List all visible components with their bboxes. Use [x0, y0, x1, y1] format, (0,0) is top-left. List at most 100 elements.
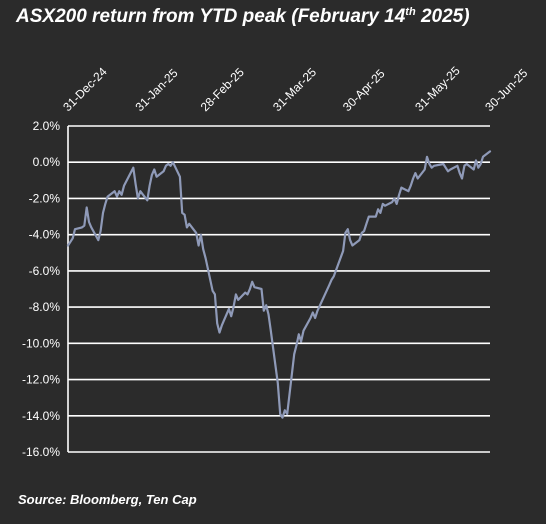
series-layer	[66, 150, 492, 419]
data-point	[430, 166, 433, 169]
data-point	[363, 230, 365, 232]
data-point	[361, 232, 363, 234]
data-point	[228, 308, 230, 310]
y-axis-tick-labels: 2.0% 0.0% -2.0% -4.0% -6.0% -8.0% -10.0% -12.0%…	[22, 119, 60, 459]
data-point	[204, 257, 207, 260]
y-tick-label: -8.0%	[29, 300, 61, 314]
data-point	[148, 185, 151, 187]
data-point	[81, 226, 83, 229]
data-point	[102, 212, 104, 214]
y-tick-label: -10.0%	[22, 336, 60, 350]
data-point	[151, 174, 153, 176]
data-point	[412, 177, 414, 180]
data-point	[260, 288, 263, 290]
data-point	[267, 313, 270, 316]
data-point	[407, 190, 410, 192]
data-point	[279, 413, 282, 415]
data-point	[249, 288, 251, 290]
data-point	[197, 244, 200, 247]
data-point	[244, 291, 246, 294]
data-point	[181, 212, 183, 214]
data-point	[74, 228, 76, 230]
data-point	[286, 413, 289, 415]
data-point	[162, 170, 165, 173]
data-point	[253, 286, 256, 289]
data-point	[426, 156, 428, 158]
data-point	[281, 416, 284, 419]
data-point	[120, 194, 123, 196]
data-point	[123, 185, 125, 187]
data-point	[202, 248, 204, 250]
y-tick-label: -12.0%	[22, 373, 60, 387]
data-point	[134, 183, 137, 185]
data-point	[377, 208, 379, 211]
data-point	[139, 190, 142, 192]
data-point	[428, 163, 431, 165]
data-point	[186, 226, 188, 229]
data-point	[167, 163, 170, 165]
data-point	[458, 172, 461, 174]
data-point	[347, 228, 349, 230]
data-point	[449, 168, 452, 171]
data-point	[465, 163, 468, 165]
data-point	[298, 333, 300, 336]
data-point	[358, 239, 361, 241]
data-point	[97, 239, 100, 241]
data-point	[302, 329, 305, 332]
data-point	[169, 165, 172, 167]
data-point	[344, 232, 347, 234]
data-point	[409, 185, 412, 187]
x-tick-label: 31-Dec-24	[60, 64, 110, 114]
y-tick-label: -16.0%	[22, 445, 60, 459]
data-point	[444, 166, 447, 169]
data-point	[230, 315, 232, 318]
data-point	[351, 244, 354, 247]
data-point	[106, 195, 109, 198]
data-point	[368, 215, 370, 218]
data-point	[104, 203, 107, 205]
data-point	[382, 203, 384, 205]
data-point	[342, 250, 344, 252]
data-point	[116, 195, 118, 198]
data-point	[85, 206, 88, 209]
data-point	[461, 177, 463, 180]
data-point	[153, 168, 156, 171]
data-point	[214, 293, 216, 296]
data-point	[475, 159, 477, 162]
data-point	[237, 299, 239, 301]
data-point	[179, 175, 181, 178]
data-point	[263, 309, 265, 312]
data-point	[71, 237, 74, 240]
data-point	[330, 279, 333, 281]
data-point	[165, 165, 167, 167]
data-point	[312, 311, 314, 314]
chart-title: ASX200 return from YTD peak (February 14…	[15, 6, 470, 27]
data-point	[398, 194, 400, 196]
data-point	[172, 161, 174, 163]
data-point	[235, 293, 237, 296]
data-point	[314, 317, 316, 319]
y-tick-label: -14.0%	[22, 409, 60, 423]
data-point	[384, 204, 386, 207]
data-point	[132, 166, 135, 169]
source-note: Source: Bloomberg, Ten Cap	[18, 492, 197, 507]
data-point	[416, 177, 419, 180]
y-tick-label: 2.0%	[33, 119, 61, 133]
data-point	[477, 166, 480, 169]
series-line	[66, 150, 492, 419]
data-point	[489, 150, 491, 153]
data-point	[99, 230, 102, 232]
data-point	[200, 233, 202, 236]
data-point	[349, 239, 351, 241]
data-point	[442, 163, 445, 165]
data-point	[90, 226, 93, 229]
data-point	[293, 353, 296, 356]
x-tick-label: 30-Jun-25	[482, 66, 530, 114]
data-point	[328, 284, 330, 287]
data-point	[251, 281, 253, 283]
y-tick-label: -2.0%	[29, 191, 61, 205]
data-point	[433, 165, 435, 167]
x-tick-label: 31-Jan-25	[132, 66, 180, 114]
data-point	[379, 212, 382, 214]
